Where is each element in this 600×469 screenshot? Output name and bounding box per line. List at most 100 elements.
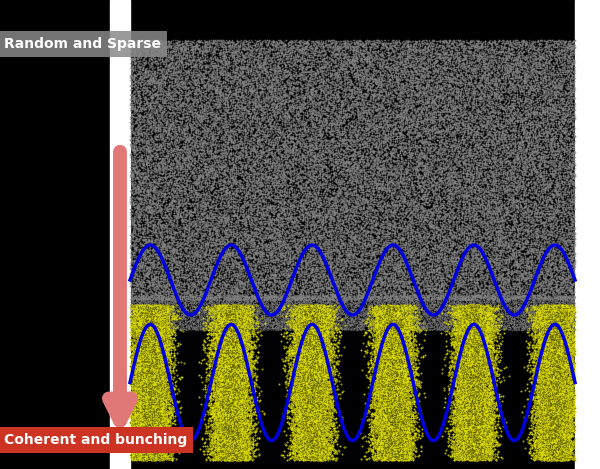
Point — [302, 55, 311, 63]
Point — [293, 201, 302, 208]
Point — [556, 282, 566, 289]
Point — [333, 216, 343, 223]
Point — [355, 242, 365, 250]
Point — [517, 326, 526, 333]
Point — [432, 305, 442, 312]
Point — [481, 443, 490, 451]
Point — [172, 202, 181, 210]
Point — [259, 324, 268, 332]
Point — [323, 310, 332, 318]
Point — [409, 311, 418, 318]
Point — [376, 353, 386, 360]
Point — [305, 378, 315, 386]
Point — [307, 415, 316, 422]
Point — [166, 121, 175, 129]
Point — [403, 203, 412, 210]
Point — [335, 296, 345, 303]
Point — [355, 304, 364, 311]
Point — [281, 164, 290, 171]
Point — [540, 325, 550, 332]
Point — [220, 305, 230, 313]
Point — [368, 454, 377, 461]
Point — [322, 303, 332, 310]
Point — [364, 236, 374, 244]
Point — [300, 342, 310, 349]
Point — [557, 386, 566, 393]
Point — [548, 296, 557, 304]
Point — [278, 97, 287, 104]
Point — [275, 206, 284, 214]
Point — [316, 321, 326, 329]
Point — [365, 200, 374, 207]
Point — [163, 103, 172, 110]
Point — [200, 243, 210, 250]
Point — [151, 452, 160, 459]
Point — [223, 256, 232, 264]
Point — [214, 374, 224, 381]
Point — [313, 135, 323, 142]
Point — [160, 47, 169, 55]
Point — [389, 386, 399, 394]
Point — [337, 177, 346, 185]
Point — [152, 110, 162, 118]
Point — [551, 388, 561, 395]
Point — [202, 303, 211, 310]
Point — [304, 312, 313, 320]
Point — [303, 373, 313, 381]
Point — [541, 306, 550, 313]
Point — [218, 304, 228, 312]
Point — [220, 193, 229, 200]
Point — [389, 283, 399, 290]
Point — [144, 328, 154, 335]
Point — [515, 229, 525, 236]
Point — [152, 312, 161, 320]
Point — [526, 144, 535, 152]
Point — [415, 324, 425, 332]
Point — [426, 303, 436, 311]
Point — [515, 241, 524, 248]
Point — [405, 315, 415, 322]
Point — [478, 222, 487, 229]
Point — [280, 180, 289, 187]
Point — [190, 325, 200, 332]
Point — [407, 293, 417, 300]
Point — [505, 277, 514, 285]
Point — [401, 384, 410, 391]
Point — [148, 424, 158, 431]
Point — [143, 283, 153, 290]
Point — [257, 365, 266, 372]
Point — [282, 318, 292, 325]
Point — [212, 115, 221, 123]
Point — [288, 318, 298, 325]
Point — [322, 320, 331, 327]
Point — [310, 353, 319, 361]
Point — [143, 433, 153, 441]
Point — [424, 306, 433, 314]
Point — [136, 367, 146, 375]
Point — [568, 200, 578, 208]
Point — [141, 340, 151, 348]
Point — [172, 300, 181, 307]
Point — [265, 279, 275, 286]
Point — [230, 442, 239, 449]
Point — [229, 319, 239, 326]
Point — [482, 400, 491, 407]
Point — [149, 317, 159, 324]
Point — [304, 363, 313, 371]
Point — [215, 77, 224, 84]
Point — [154, 321, 164, 328]
Point — [290, 302, 300, 309]
Point — [366, 412, 376, 419]
Point — [478, 428, 487, 435]
Point — [560, 439, 569, 446]
Point — [230, 77, 239, 85]
Point — [143, 304, 153, 312]
Point — [383, 334, 393, 342]
Point — [398, 398, 408, 406]
Point — [545, 379, 554, 386]
Point — [167, 167, 177, 175]
Point — [553, 320, 563, 327]
Point — [149, 411, 159, 419]
Point — [231, 248, 241, 256]
Point — [419, 55, 428, 63]
